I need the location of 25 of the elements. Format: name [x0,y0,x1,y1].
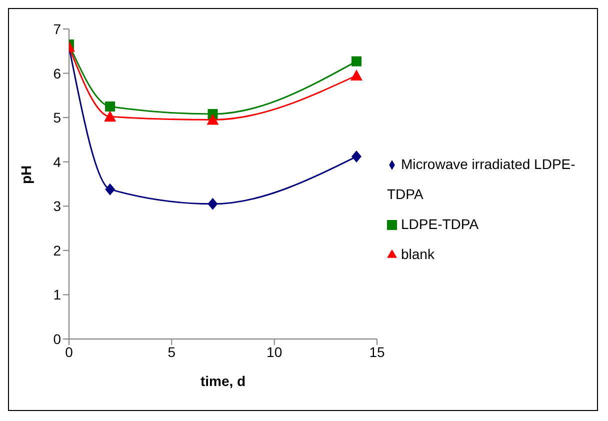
point [208,198,218,210]
y-tick-label: 6 [53,65,62,82]
y-tick-label: 5 [53,110,62,126]
point [104,110,116,122]
x-tick-label: 10 [266,344,282,360]
x-tick-label: 0 [65,344,74,360]
point [105,183,116,196]
y-tick-label: 4 [53,154,62,170]
y-tick-label: 0 [53,330,62,347]
x-tick-label: 15 [369,344,385,360]
point [351,56,362,66]
y-tick-label: 2 [53,242,62,258]
point [350,70,362,80]
legend-label: blank [401,246,434,262]
legend-label: Microwave irradiated LDPE-TDPA [387,156,576,202]
y-axis-title: pH [18,165,34,184]
point [206,114,219,125]
y-tick-label: 3 [53,198,62,214]
point [351,150,362,163]
legend-label: LDPE-TDPA [401,216,479,232]
y-tick-label: 1 [53,286,62,303]
point [105,102,116,112]
y-tick-label: 7 [53,20,62,37]
x-tick-label: 5 [168,344,176,360]
x-axis-title: time, d [200,373,246,389]
